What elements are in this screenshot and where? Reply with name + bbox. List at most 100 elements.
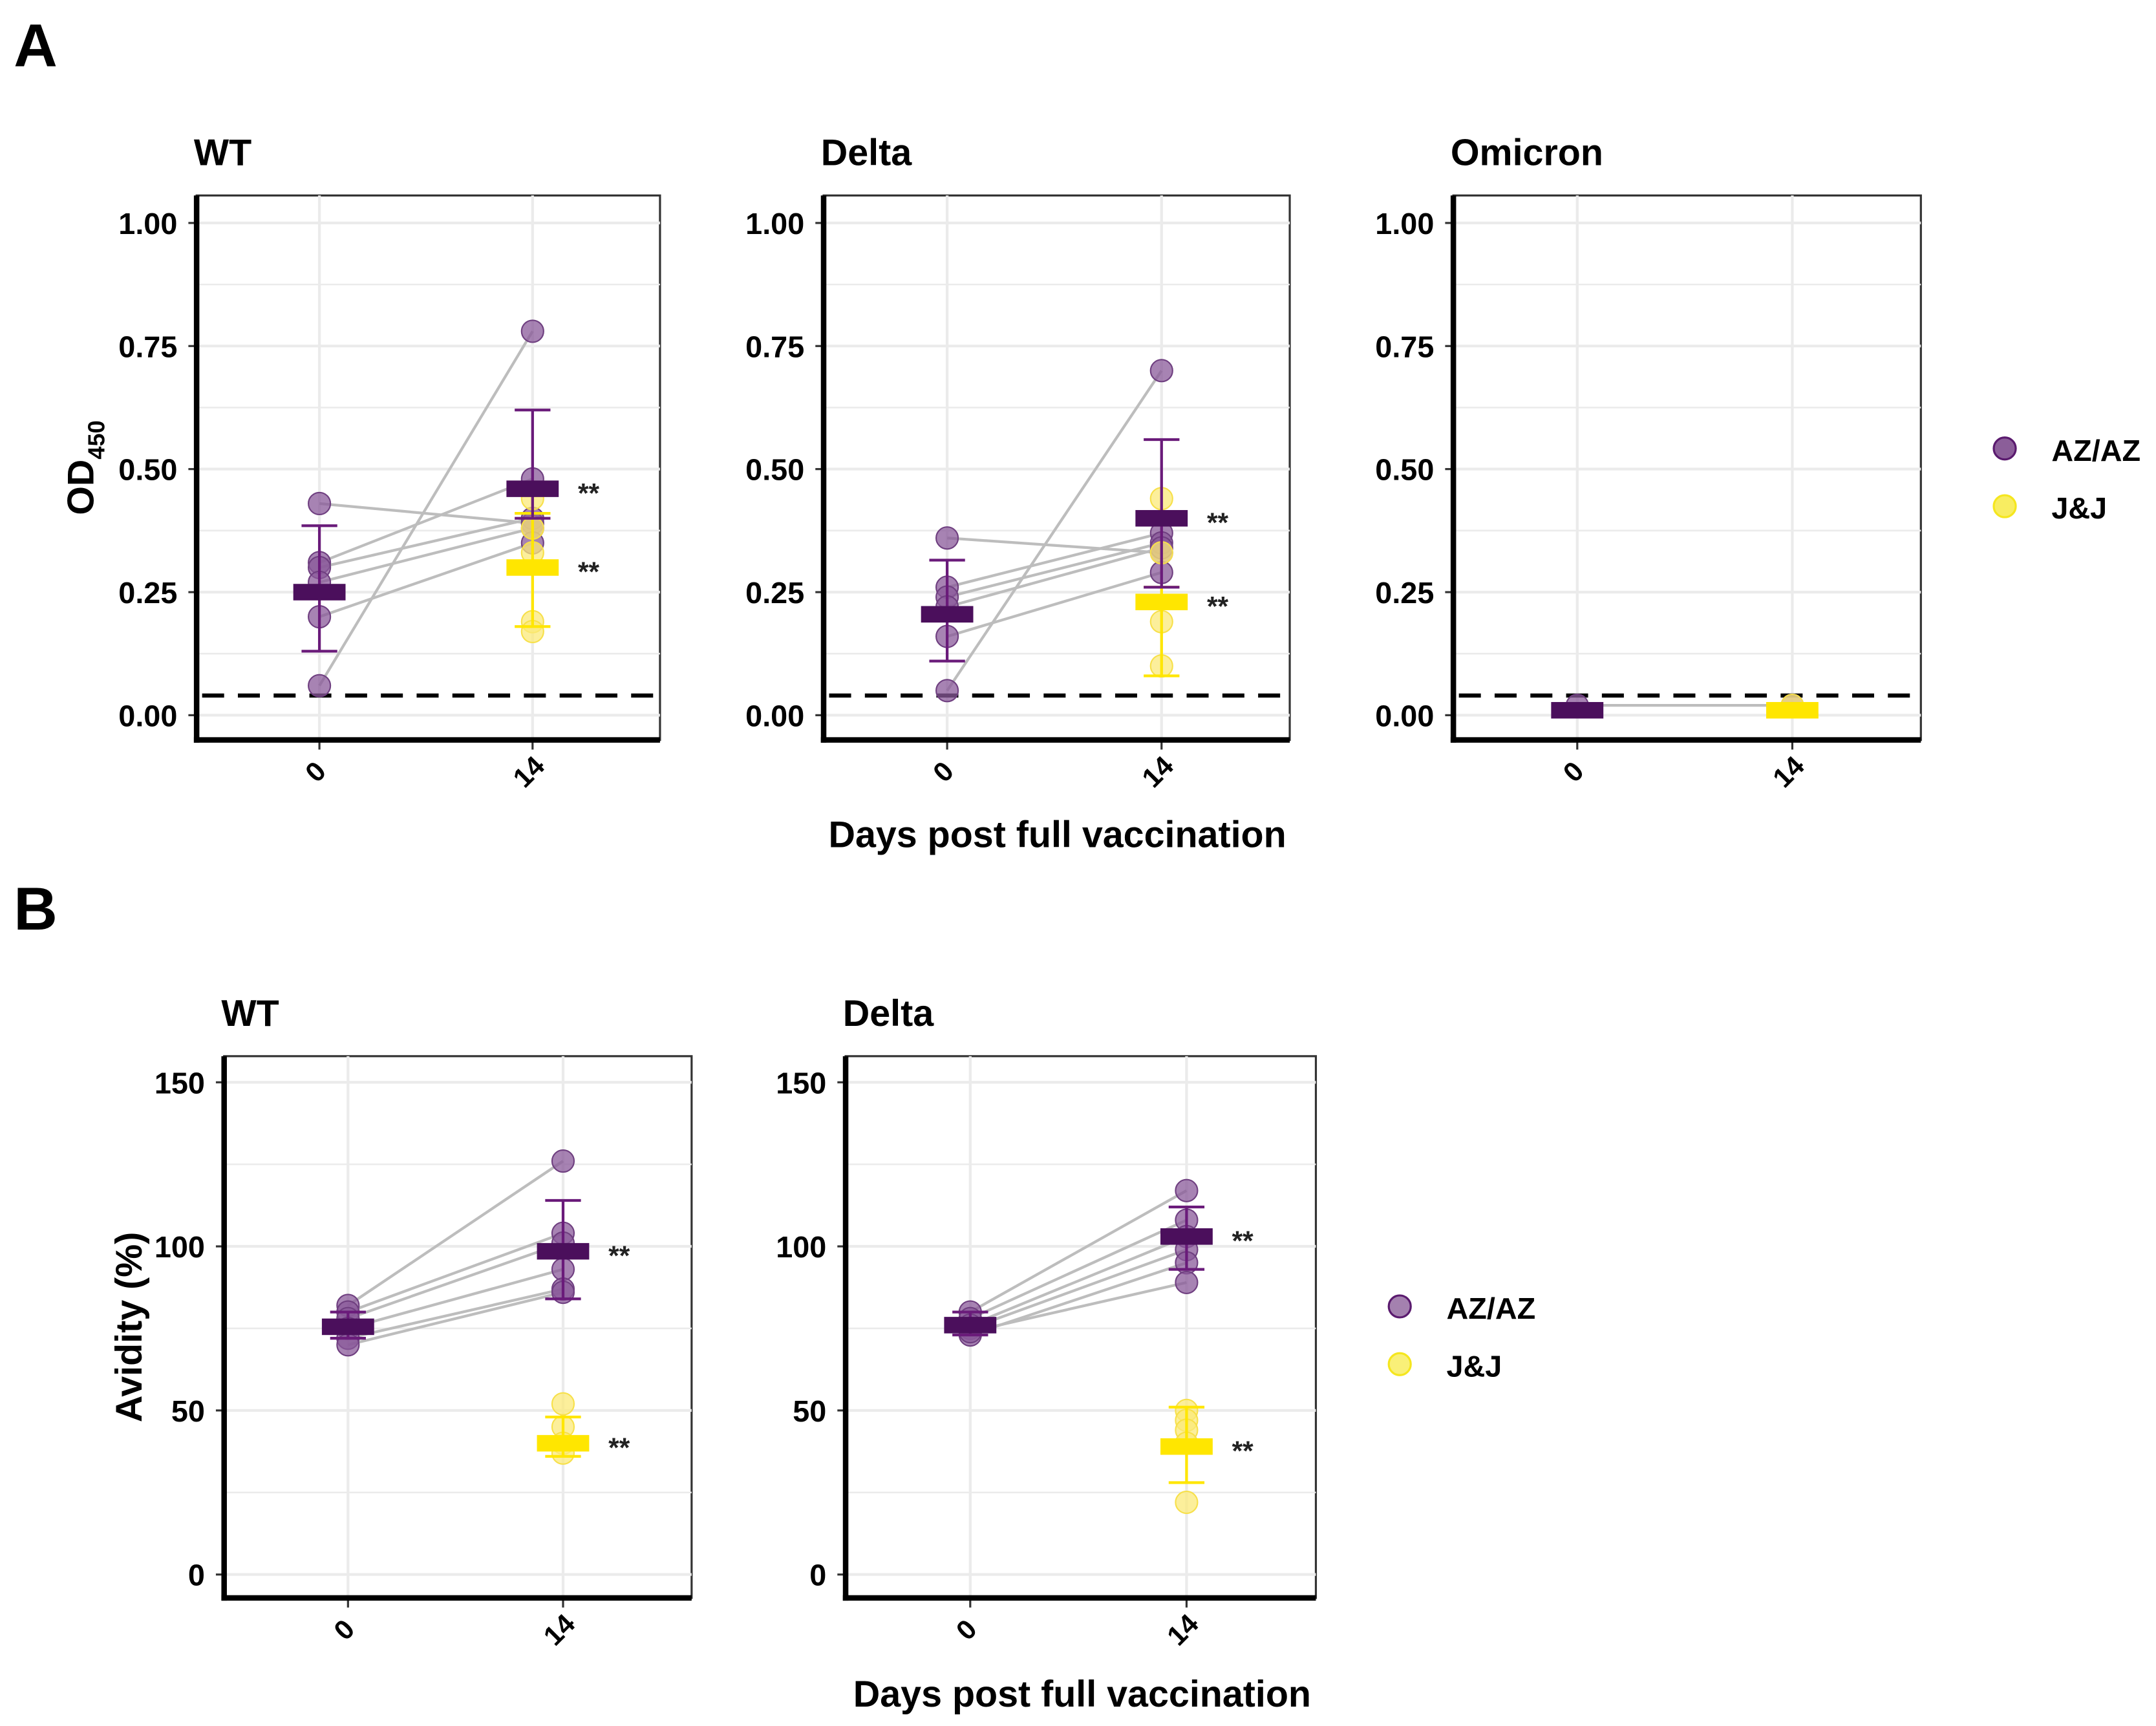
- y-tick-label: 100: [776, 1230, 826, 1264]
- az-point: [935, 526, 959, 550]
- x-tick-label: 0: [927, 756, 960, 789]
- plot-area: [844, 1055, 1318, 1599]
- az-mean-bar: [921, 606, 974, 623]
- panel-title: WT: [194, 133, 251, 174]
- y-tick-label: 0.75: [118, 330, 177, 363]
- paired-line: [347, 1291, 564, 1347]
- plot-area: [223, 1055, 693, 1599]
- az-point: [308, 491, 332, 516]
- x-tick-label: 14: [507, 750, 551, 794]
- paired-line: [347, 1160, 564, 1307]
- az-mean-bar: [944, 1317, 997, 1334]
- y-tick-label: 50: [171, 1394, 205, 1428]
- az-significance-label: **: [1207, 507, 1229, 538]
- paired-line: [970, 1235, 1188, 1326]
- az-mean-bar: [1551, 701, 1604, 719]
- x-axis-label-b: Days post full vaccination: [853, 1674, 1311, 1715]
- y-axis-label-a-sub: 450: [83, 420, 110, 459]
- y-tick-label: 0.75: [1375, 330, 1434, 363]
- x-tick-label: 0: [299, 756, 332, 789]
- paired-line: [319, 517, 533, 569]
- legend-b-jj-marker: [1387, 1352, 1412, 1376]
- y-tick-label: 1.00: [745, 207, 804, 240]
- jj-mean-bar: [1135, 593, 1188, 610]
- panel-title: WT: [221, 993, 279, 1034]
- x-axis-label-a: Days post full vaccination: [828, 815, 1286, 856]
- legend-a-jj-label: J&J: [2051, 491, 2107, 525]
- x-tick-label: 14: [1136, 750, 1180, 794]
- paired-line: [318, 330, 534, 687]
- az-mean-bar: [506, 480, 559, 497]
- y-tick-label: 1.00: [1375, 207, 1434, 240]
- panel-title: Omicron: [1451, 133, 1603, 174]
- az-mean-bar: [1160, 1228, 1213, 1245]
- legend-a: AZ/AZ J&J: [1992, 434, 2140, 525]
- paired-line: [969, 1219, 1188, 1320]
- paired-line: [946, 537, 1162, 555]
- x-tick-label: 0: [950, 1614, 983, 1646]
- paired-line: [319, 477, 533, 564]
- paired-line: [319, 541, 533, 619]
- az-significance-label: **: [608, 1241, 630, 1272]
- paired-line: [319, 502, 533, 525]
- legend-a-az-marker: [1992, 436, 2017, 461]
- paired-line: [347, 1268, 564, 1330]
- jj-mean-bar: [506, 559, 559, 576]
- paired-line: [946, 571, 1162, 638]
- paired-line: [970, 1281, 1187, 1334]
- y-axis-label-a: OD450: [61, 420, 110, 515]
- paired-line: [347, 1241, 564, 1320]
- panel-a-delta: Delta 0.00 0.25 0.50 0.75 1.00 0 14 ** **: [745, 133, 1291, 794]
- jj-mean-bar: [1766, 701, 1819, 719]
- paired-line: [319, 526, 533, 584]
- y-tick-label: 0.00: [118, 699, 177, 732]
- x-tick-label: 14: [538, 1608, 582, 1652]
- y-tick-label: 0.50: [745, 453, 804, 487]
- az-significance-label: **: [578, 478, 600, 509]
- legend-a-az-label: AZ/AZ: [2051, 434, 2140, 467]
- y-tick-label: 0.00: [1375, 699, 1434, 732]
- jj-mean-bar: [1160, 1438, 1213, 1455]
- az-point: [1149, 359, 1173, 383]
- panel-a-omicron: Omicron 0.00 0.25 0.50 0.75 1.00 0 14: [1375, 133, 1922, 794]
- az-point: [308, 674, 332, 698]
- legend-a-jj-marker: [1992, 494, 2017, 518]
- paired-line: [946, 541, 1162, 599]
- panel-b-wt: WT 0 50 100 150 0 14 ** **: [155, 993, 693, 1652]
- az-mean-bar: [1135, 510, 1188, 527]
- y-tick-label: 1.00: [118, 207, 177, 240]
- y-axis-label-b: Avidity (%): [109, 1232, 150, 1423]
- y-axis-label-a-main: OD: [61, 460, 102, 515]
- jj-mean-bar: [537, 1434, 590, 1452]
- y-tick-label: 100: [155, 1230, 205, 1264]
- legend-b-az-label: AZ/AZ: [1447, 1292, 1536, 1325]
- x-tick-label: 0: [1557, 756, 1590, 789]
- paired-line: [946, 546, 1162, 608]
- y-tick-label: 50: [793, 1394, 826, 1428]
- az-point: [1175, 1178, 1199, 1202]
- az-point: [551, 1149, 575, 1173]
- panel-label-b: B: [14, 875, 58, 943]
- jj-significance-label: **: [608, 1433, 630, 1464]
- y-tick-label: 0.75: [745, 330, 804, 363]
- jj-point: [1175, 1490, 1199, 1515]
- y-tick-label: 0.25: [1375, 576, 1434, 610]
- panel-b-delta: Delta 0 50 100 150 0 14 ** **: [776, 993, 1318, 1652]
- jj-significance-label: **: [1207, 591, 1229, 622]
- jj-point: [551, 1392, 575, 1416]
- az-point: [520, 319, 544, 343]
- y-tick-label: 0.25: [118, 576, 177, 610]
- az-significance-label: **: [1232, 1226, 1254, 1257]
- az-point: [935, 679, 959, 703]
- y-tick-label: 0.00: [745, 699, 804, 732]
- paired-line: [969, 1189, 1188, 1314]
- y-tick-label: 0.50: [118, 453, 177, 487]
- x-tick-label: 14: [1161, 1608, 1205, 1652]
- y-tick-label: 0.25: [745, 576, 804, 610]
- paired-line: [946, 531, 1162, 589]
- y-tick-label: 150: [155, 1066, 205, 1100]
- x-tick-label: 14: [1767, 750, 1811, 794]
- panel-a-wt: WT 0.00 0.25 0.50 0.75 1.00 0 14 ** **: [118, 133, 661, 794]
- legend-b-jj-label: J&J: [1447, 1349, 1502, 1383]
